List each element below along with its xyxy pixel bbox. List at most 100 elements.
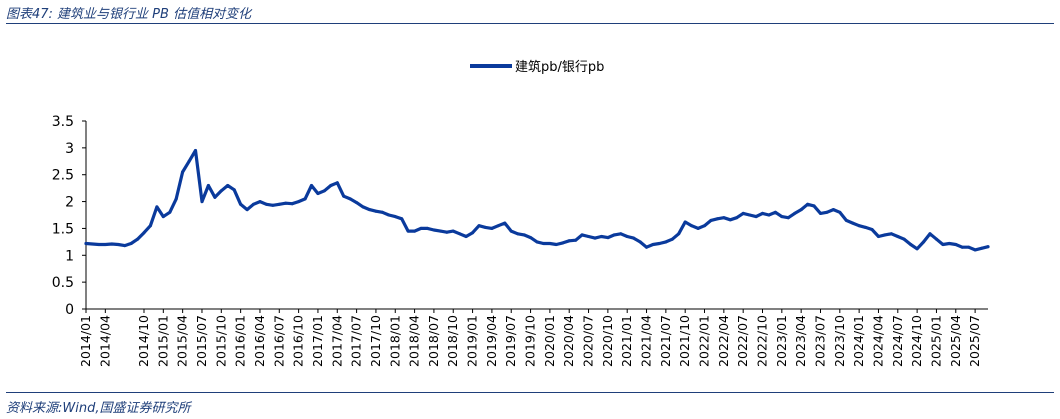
figure-title: 图表47: 建筑业与银行业 PB 估值相对变化 xyxy=(6,7,252,22)
x-axis-labels: 2014/01 2014/04 2014/10 2015/01 2015/04 2015/… xyxy=(78,315,982,367)
data-point xyxy=(136,237,139,241)
y-tick-label: 3.5 xyxy=(52,114,74,130)
data-point xyxy=(902,237,906,241)
data-point xyxy=(284,201,288,205)
data-point xyxy=(277,202,281,206)
data-point xyxy=(593,236,597,240)
y-tick-label: 3 xyxy=(65,141,74,157)
x-tick-label: 2020/07 xyxy=(581,315,596,367)
data-point xyxy=(709,218,713,222)
data-point xyxy=(490,226,494,230)
data-point xyxy=(722,216,726,220)
data-point xyxy=(767,213,771,217)
y-tick-label: 0.5 xyxy=(52,275,74,291)
data-point xyxy=(316,192,320,195)
data-point xyxy=(728,218,732,222)
x-tick-label: 2016/07 xyxy=(271,315,286,367)
x-tick-label: 2014/10 xyxy=(136,315,151,367)
x-tick-label: 2021/07 xyxy=(658,315,673,367)
data-point xyxy=(980,246,984,250)
x-tick-label: 2023/01 xyxy=(774,315,789,367)
data-point xyxy=(554,243,558,246)
data-point xyxy=(522,233,526,237)
x-tick-label: 2018/07 xyxy=(426,315,441,367)
x-tick-label: 2019/01 xyxy=(465,315,480,367)
data-point xyxy=(612,233,616,237)
data-point xyxy=(148,224,152,228)
data-point xyxy=(206,184,210,187)
data-point xyxy=(780,215,784,219)
data-point xyxy=(567,239,571,243)
data-point xyxy=(748,213,752,217)
data-point xyxy=(599,235,603,238)
data-point xyxy=(303,197,307,201)
data-point xyxy=(496,224,500,228)
data-point xyxy=(541,242,545,245)
data-point xyxy=(922,240,926,244)
data-point xyxy=(986,245,990,249)
x-tick-label: 2023/04 xyxy=(793,315,808,367)
data-point xyxy=(406,229,410,233)
data-point xyxy=(232,188,236,192)
data-point xyxy=(361,205,365,209)
data-point xyxy=(844,218,848,222)
series-line-0 xyxy=(84,148,990,252)
data-point xyxy=(355,201,359,205)
data-point xyxy=(799,208,803,212)
data-point xyxy=(632,236,636,240)
data-point xyxy=(187,159,191,163)
x-tick-label: 2017/04 xyxy=(329,315,344,367)
data-point xyxy=(857,224,861,228)
x-tick-label: 2022/04 xyxy=(716,315,731,367)
data-point xyxy=(954,243,958,246)
data-point xyxy=(657,242,661,245)
x-tick-label: 2014/01 xyxy=(78,315,93,367)
data-point xyxy=(438,229,442,233)
x-tick-label: 2015/10 xyxy=(213,315,228,367)
data-point xyxy=(258,200,262,204)
data-point xyxy=(271,203,275,207)
data-point xyxy=(123,244,127,248)
data-point xyxy=(941,243,945,246)
x-tick-label: 2024/01 xyxy=(851,315,866,367)
y-tick-label: 1.5 xyxy=(52,221,74,237)
data-point xyxy=(445,230,449,234)
legend-label: 建筑pb/银行pb xyxy=(515,59,604,75)
chart-legend: 建筑pb/银行pb xyxy=(470,59,604,75)
data-point xyxy=(670,237,674,241)
x-tick-label: 2020/10 xyxy=(600,315,615,367)
data-point xyxy=(97,243,101,246)
data-point xyxy=(947,242,951,245)
data-point xyxy=(587,235,590,238)
data-point xyxy=(103,243,107,246)
x-tick-label: 2020/01 xyxy=(542,315,557,367)
x-tick-label: 2019/07 xyxy=(503,315,518,367)
data-point xyxy=(561,241,565,245)
x-tick-label: 2025/01 xyxy=(928,315,943,367)
data-point xyxy=(84,242,88,245)
x-tick-label: 2018/01 xyxy=(387,315,402,367)
data-point xyxy=(194,149,197,152)
x-tick-label: 2016/10 xyxy=(291,315,306,367)
x-tick-label: 2022/10 xyxy=(755,315,770,367)
data-point xyxy=(864,225,868,229)
x-tick-label: 2023/10 xyxy=(832,315,847,367)
data-point xyxy=(619,232,623,236)
data-point xyxy=(451,229,455,233)
data-point xyxy=(761,211,764,215)
data-point xyxy=(484,225,487,229)
data-point xyxy=(664,240,668,244)
data-point xyxy=(645,245,648,249)
data-point xyxy=(677,232,681,236)
data-point xyxy=(915,247,919,251)
data-point xyxy=(812,204,816,208)
data-point xyxy=(342,194,346,198)
data-point xyxy=(458,232,462,236)
data-point xyxy=(825,210,829,214)
data-point xyxy=(851,221,855,225)
data-point xyxy=(960,245,964,249)
data-point xyxy=(883,233,887,237)
data-point xyxy=(741,211,745,215)
x-tick-label: 2024/07 xyxy=(890,315,905,367)
data-point xyxy=(896,235,900,238)
